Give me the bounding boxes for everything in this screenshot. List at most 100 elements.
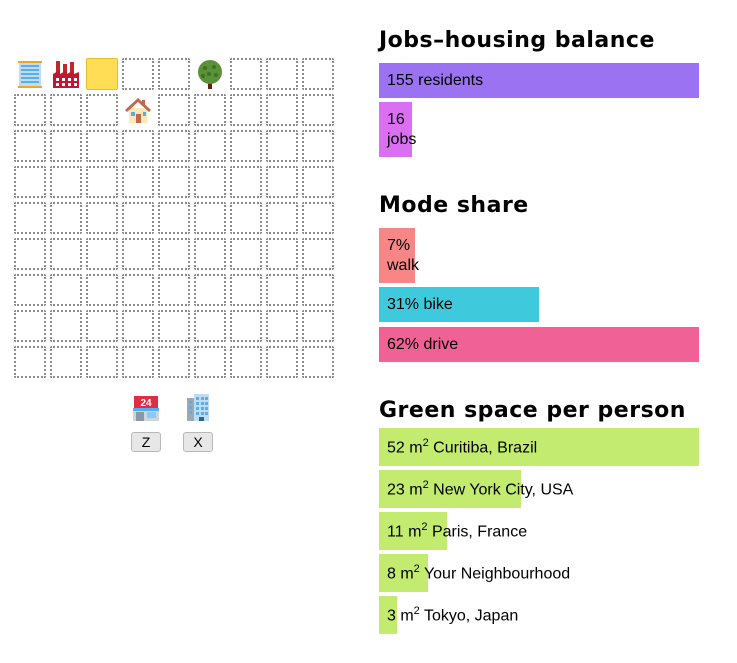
grid-cell[interactable] xyxy=(86,274,118,306)
grid-cell[interactable] xyxy=(194,274,226,306)
jobs-housing-panel: Jobs–housing balance 155 residents 16 jo… xyxy=(379,28,699,157)
palette-item-office-building[interactable]: X xyxy=(182,392,214,452)
grid-cell[interactable] xyxy=(230,130,262,162)
grid-cell[interactable] xyxy=(194,202,226,234)
grid-cell[interactable] xyxy=(302,274,334,306)
grid-cell[interactable] xyxy=(266,130,298,162)
green-space-bar xyxy=(379,554,429,592)
grid-cell[interactable] xyxy=(194,94,226,126)
grid-cell[interactable] xyxy=(266,202,298,234)
grid-cell[interactable] xyxy=(266,310,298,342)
grid-cell[interactable] xyxy=(50,202,82,234)
grid-cell[interactable] xyxy=(50,58,82,90)
grid-cell[interactable] xyxy=(230,94,262,126)
grid-cell[interactable] xyxy=(302,202,334,234)
grid-cell[interactable] xyxy=(122,274,154,306)
grid-cell[interactable] xyxy=(230,166,262,198)
convenience-store-icon: 24 xyxy=(133,396,159,421)
grid-cell[interactable] xyxy=(230,310,262,342)
green-space-value: 23 xyxy=(387,481,410,499)
grid-cell[interactable] xyxy=(302,58,334,90)
grid-cell[interactable] xyxy=(230,202,262,234)
grid-cell[interactable] xyxy=(158,346,190,378)
green-space-place: New York City, USA xyxy=(428,481,574,499)
green-space-unit: m xyxy=(409,481,423,499)
grid-cell[interactable] xyxy=(14,238,46,270)
grid-cell[interactable] xyxy=(230,346,262,378)
grid-cell[interactable] xyxy=(266,238,298,270)
grid-cell[interactable] xyxy=(14,274,46,306)
grid-cell[interactable] xyxy=(122,310,154,342)
grid-cell[interactable] xyxy=(122,58,154,90)
grid-cell[interactable] xyxy=(158,94,190,126)
green-space-bar xyxy=(379,470,521,508)
grid-cell[interactable] xyxy=(158,130,190,162)
grid-cell[interactable] xyxy=(158,310,190,342)
grid-cell[interactable] xyxy=(122,202,154,234)
grid-cell[interactable] xyxy=(266,94,298,126)
grid-cell[interactable] xyxy=(50,166,82,198)
grid-cell[interactable] xyxy=(266,58,298,90)
grid-cell[interactable] xyxy=(302,166,334,198)
grid-cell[interactable] xyxy=(302,346,334,378)
grid-cell[interactable] xyxy=(86,166,118,198)
grid-cell[interactable] xyxy=(86,346,118,378)
grid-cell-selected[interactable] xyxy=(86,58,118,90)
grid-cell[interactable] xyxy=(266,166,298,198)
grid-cell[interactable] xyxy=(194,346,226,378)
grid-cell[interactable] xyxy=(266,346,298,378)
green-space-value: 11 xyxy=(387,523,409,541)
grid-cell[interactable] xyxy=(122,346,154,378)
grid-cell[interactable] xyxy=(50,238,82,270)
grid-cell[interactable] xyxy=(122,130,154,162)
green-space-unit-exponent: 2 xyxy=(422,478,429,491)
grid-cell[interactable] xyxy=(302,130,334,162)
green-space-row: 3 m2 Tokyo, Japan xyxy=(379,596,699,634)
grid-cell[interactable] xyxy=(14,130,46,162)
green-space-place: Paris, France xyxy=(427,523,528,541)
grid-cell[interactable] xyxy=(50,94,82,126)
grid-cell[interactable] xyxy=(266,274,298,306)
palette-item-convenience-store[interactable]: 24 Z xyxy=(130,392,162,452)
grid-cell[interactable] xyxy=(302,310,334,342)
green-space-unit-exponent: 2 xyxy=(413,604,420,617)
grid-cell[interactable] xyxy=(230,238,262,270)
grid-cell[interactable] xyxy=(50,130,82,162)
grid-cell[interactable] xyxy=(158,274,190,306)
green-space-value: 3 xyxy=(387,607,401,625)
grid-cell[interactable] xyxy=(302,94,334,126)
grid-cell[interactable] xyxy=(14,346,46,378)
residents-bar: 155 residents xyxy=(379,63,699,98)
grid-cell[interactable] xyxy=(86,202,118,234)
grid-cell[interactable] xyxy=(158,166,190,198)
grid-cell[interactable] xyxy=(158,58,190,90)
grid-cell[interactable] xyxy=(122,238,154,270)
grid-cell[interactable] xyxy=(230,274,262,306)
grid-cell[interactable] xyxy=(14,310,46,342)
grid-cell[interactable] xyxy=(14,58,46,90)
grid-cell[interactable] xyxy=(158,238,190,270)
grid-cell[interactable] xyxy=(302,238,334,270)
grid-cell[interactable] xyxy=(122,166,154,198)
grid-cell[interactable] xyxy=(14,202,46,234)
grid-cell[interactable] xyxy=(86,310,118,342)
green-space-bar xyxy=(379,512,447,550)
grid-cell[interactable] xyxy=(86,94,118,126)
green-space-unit: m xyxy=(400,565,414,583)
grid-cell[interactable] xyxy=(194,238,226,270)
grid-cell[interactable] xyxy=(86,238,118,270)
grid-cell[interactable] xyxy=(194,130,226,162)
grid-cell[interactable] xyxy=(14,94,46,126)
grid-cell[interactable] xyxy=(86,130,118,162)
grid-cell[interactable] xyxy=(194,166,226,198)
grid-cell[interactable] xyxy=(14,166,46,198)
grid-cell[interactable] xyxy=(50,274,82,306)
grid-cell[interactable] xyxy=(122,94,154,126)
grid-cell[interactable] xyxy=(230,58,262,90)
grid-cell[interactable] xyxy=(158,202,190,234)
grid-cell[interactable] xyxy=(50,346,82,378)
green-space-place: Curitiba, Brazil xyxy=(428,439,538,457)
grid-cell[interactable] xyxy=(50,310,82,342)
grid-cell[interactable] xyxy=(194,58,226,90)
grid-cell[interactable] xyxy=(194,310,226,342)
